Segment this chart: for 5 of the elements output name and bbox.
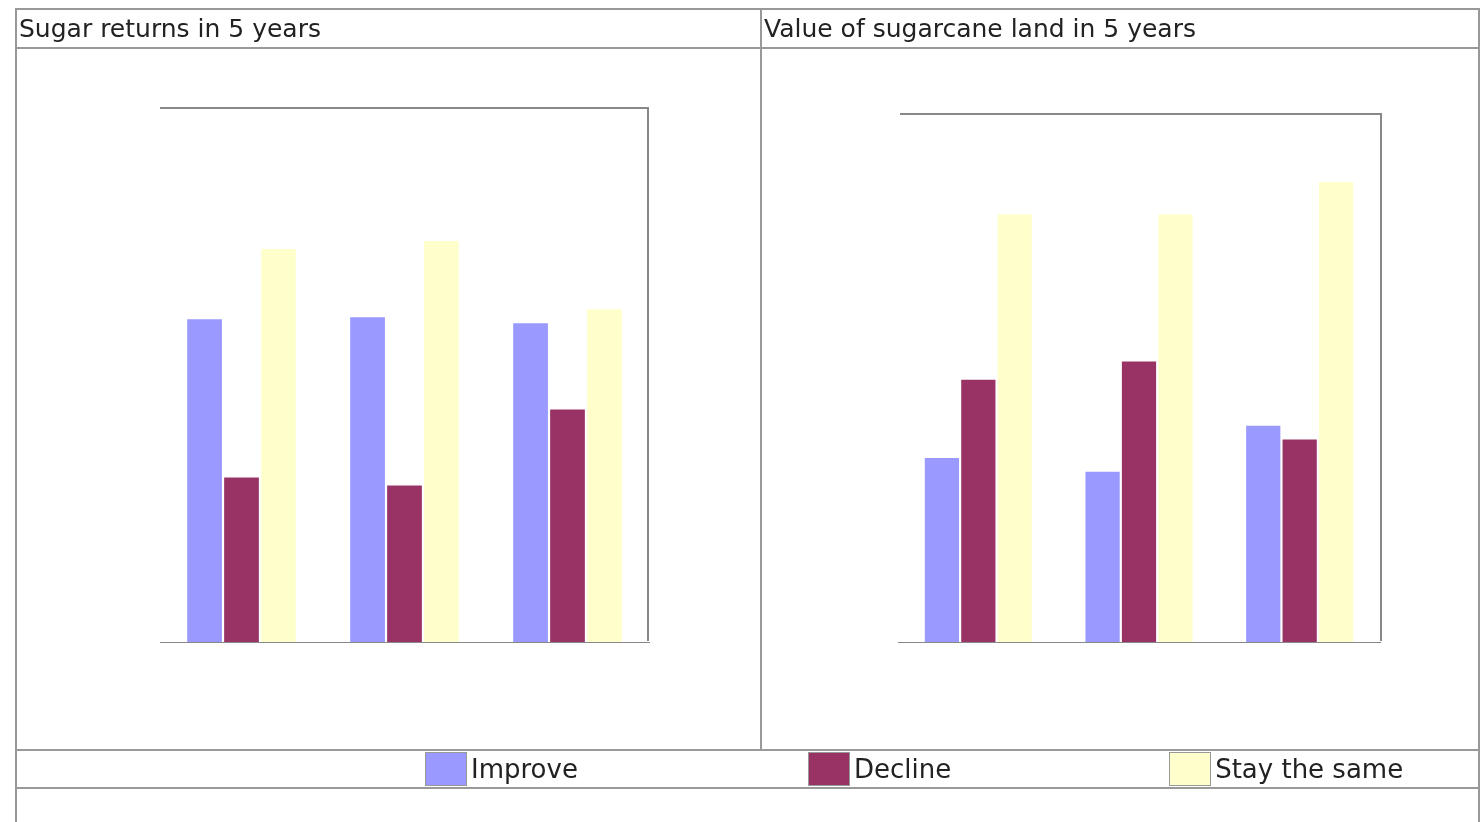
chart-title: Value of sugarcane land in 5 years [762,10,1478,49]
legend-label: Decline [853,754,952,784]
chart-title: Sugar returns in 5 years [17,10,760,49]
legend-label: Improve [471,754,578,784]
legend-label: Stay the same [1215,754,1404,784]
